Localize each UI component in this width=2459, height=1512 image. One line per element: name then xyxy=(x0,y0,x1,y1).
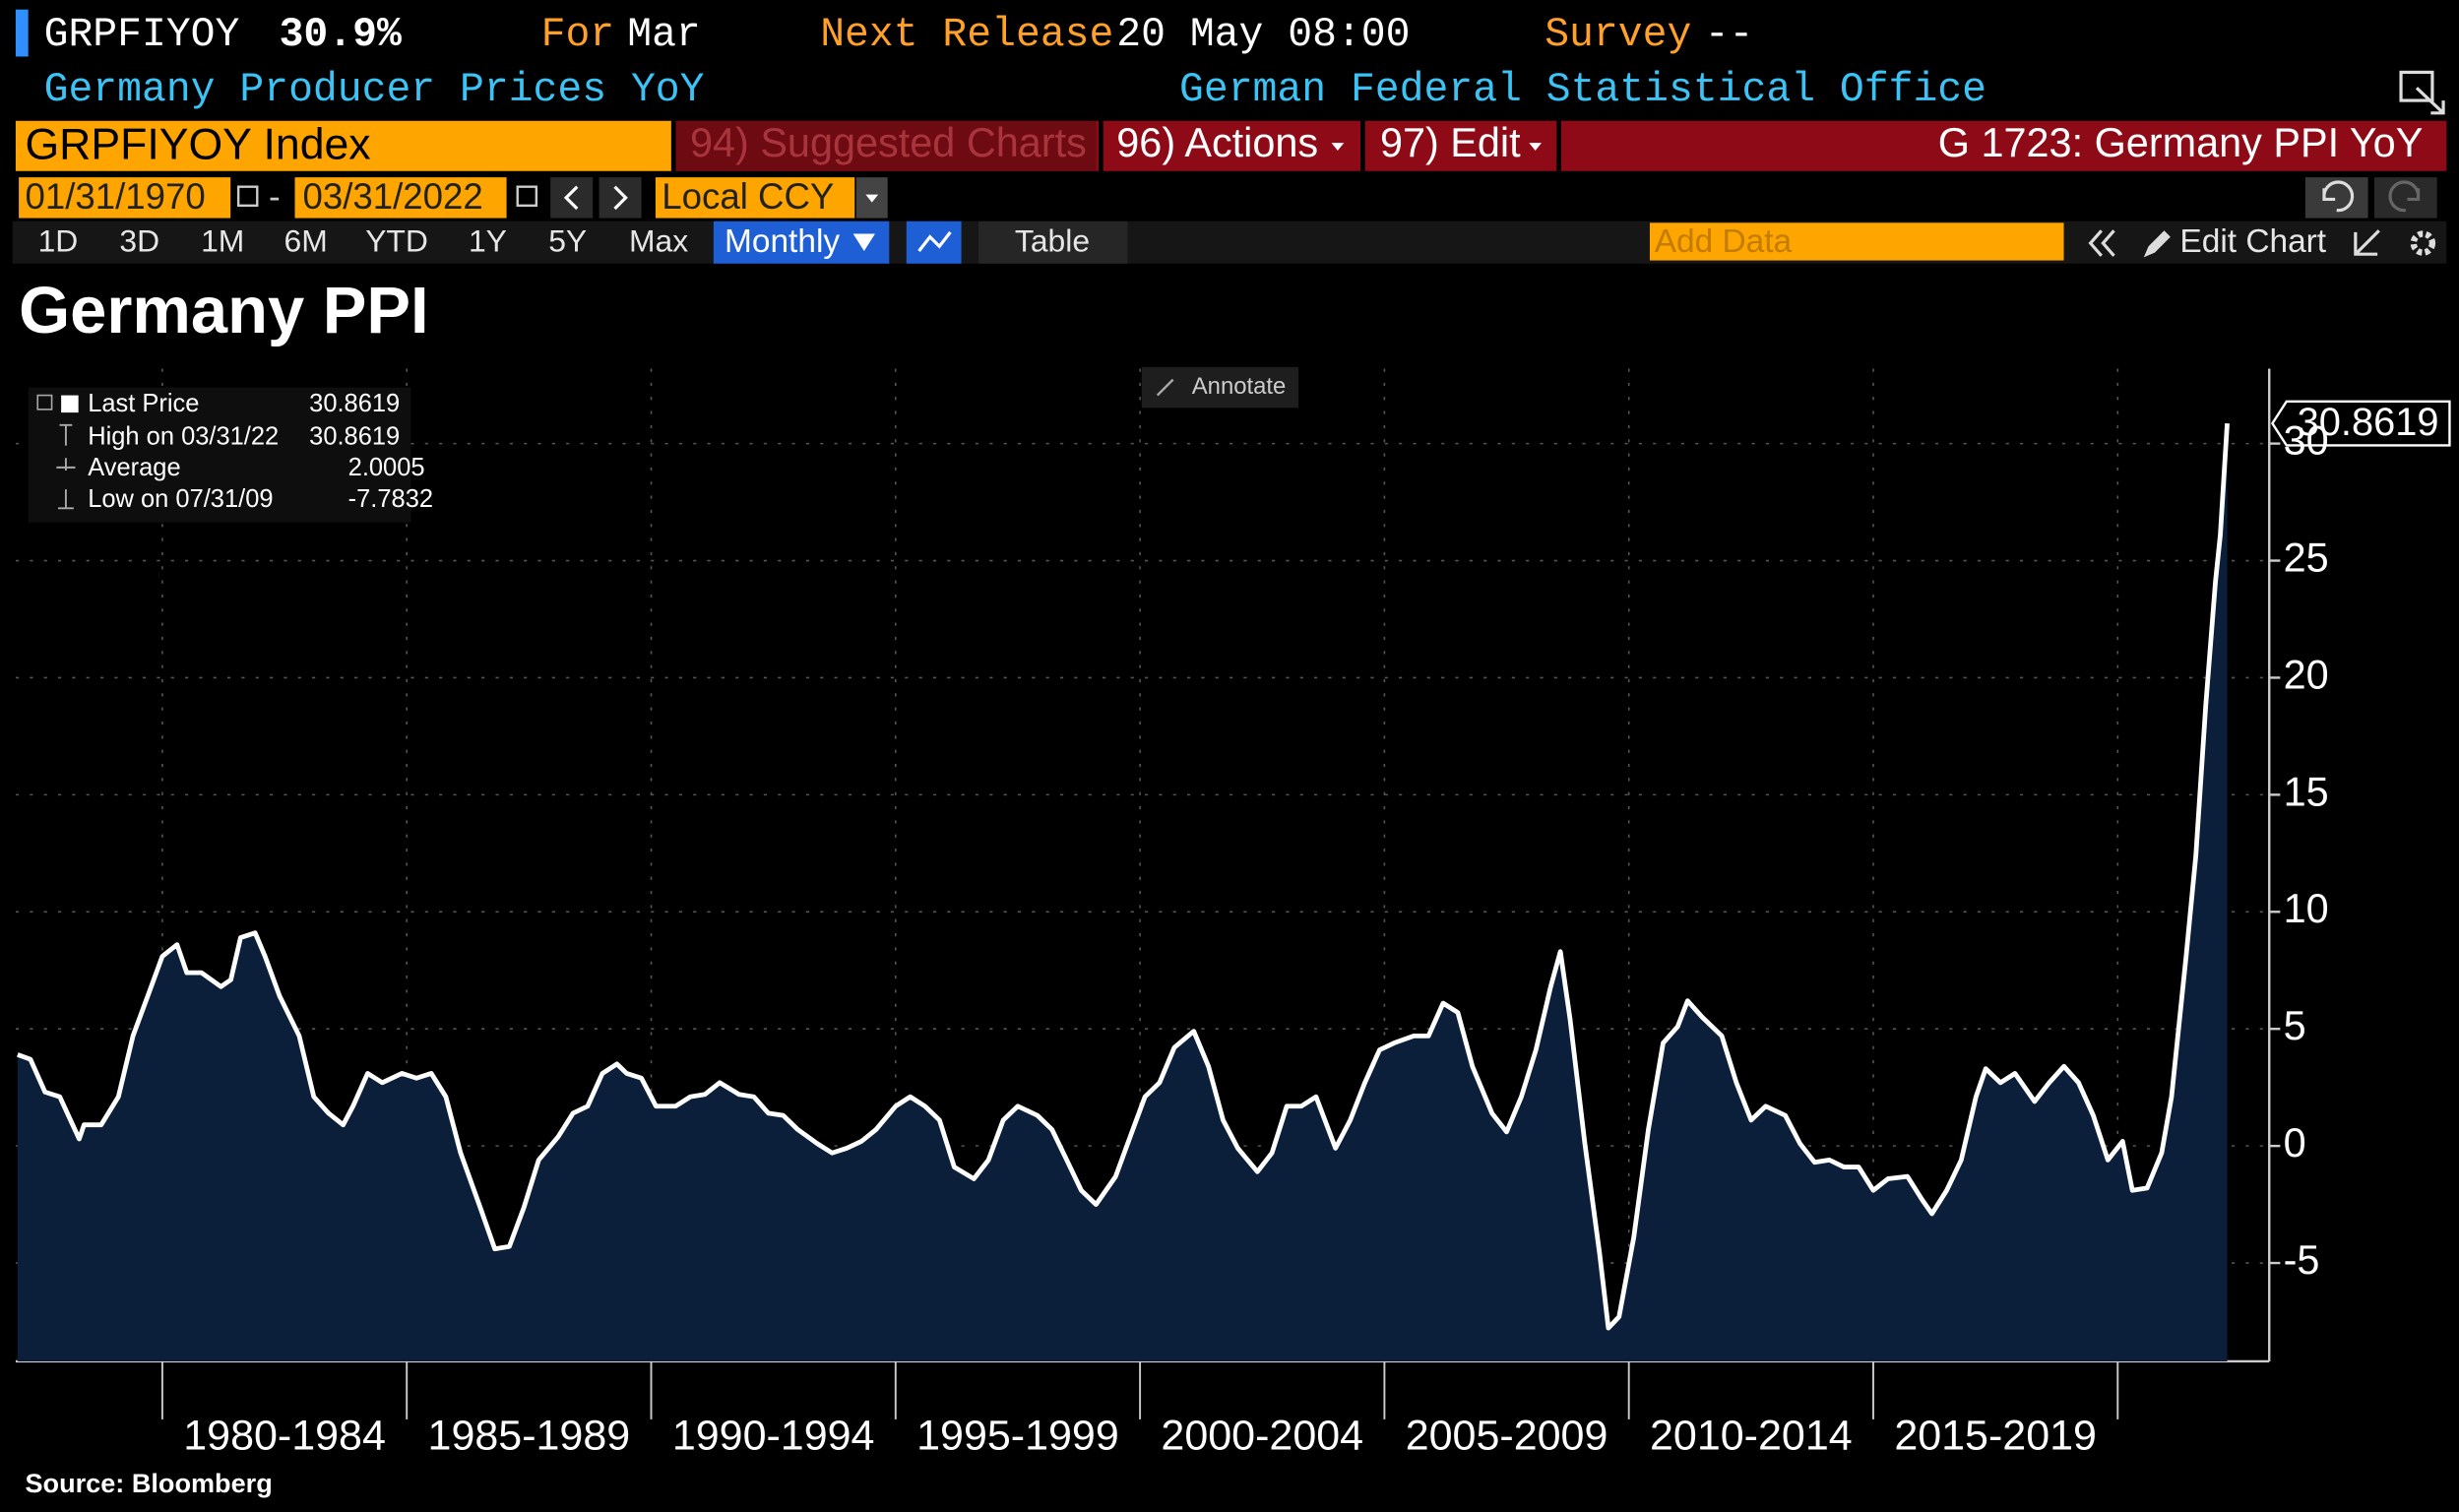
annotate-button[interactable] xyxy=(1141,366,1299,409)
legend-stat-label: High on 03/31/22 xyxy=(88,422,279,450)
actions-menu[interactable]: 96) Actions xyxy=(1116,120,1318,165)
dropdown-arrow xyxy=(865,194,879,203)
y-tick-label: 0 xyxy=(2284,1120,2306,1166)
legend-collapse[interactable] xyxy=(36,394,53,410)
currency[interactable]: Local CCY xyxy=(662,176,834,217)
period-tab[interactable]: Max xyxy=(629,222,688,258)
x-tick-label: 1990-1994 xyxy=(672,1412,875,1459)
period-tab[interactable]: 1Y xyxy=(469,222,507,258)
end-date[interactable]: 03/31/2022 xyxy=(302,176,482,217)
dropdown-arrow xyxy=(1331,143,1345,152)
legend-stat-label: Low on 07/31/09 xyxy=(88,485,273,513)
legend-icons xyxy=(56,423,76,510)
security[interactable]: GRPFIYOY Index xyxy=(25,121,370,169)
calendar-icon[interactable] xyxy=(516,185,538,208)
annotate-icon xyxy=(1156,378,1174,397)
legend-value: 30.8619 xyxy=(309,390,400,417)
security-box[interactable] xyxy=(15,120,671,171)
legend-stat-value: 30.8619 xyxy=(309,422,400,450)
period-tab[interactable]: 3D xyxy=(119,222,159,258)
period-tab[interactable]: 1D xyxy=(38,222,79,258)
next-release-value: 20 May 08:00 xyxy=(1116,13,1410,58)
ticker-marker xyxy=(15,9,29,57)
for-value: Mar xyxy=(627,13,701,58)
legend-swatch xyxy=(61,395,79,413)
edit-icon[interactable] xyxy=(2354,229,2380,256)
source-name: German Federal Statistical Office xyxy=(1179,68,1986,113)
next-button[interactable] xyxy=(599,177,642,219)
description: Germany Producer Prices YoY xyxy=(44,68,705,113)
period-tab[interactable]: 1M xyxy=(201,222,244,258)
currency-box[interactable] xyxy=(655,177,855,219)
add-data-box[interactable] xyxy=(1649,222,2064,261)
last-value-box xyxy=(2270,400,2451,447)
edit-chart[interactable]: Edit Chart xyxy=(2179,223,2326,260)
last-change: 30.9% xyxy=(280,13,402,58)
table[interactable]: Table xyxy=(1015,222,1090,258)
ticker: GRPFIYOY xyxy=(44,13,240,58)
redo-icon xyxy=(2388,180,2421,213)
legend: Last Price 30.8619 High on 03/31/22 30.8619… xyxy=(28,387,433,523)
x-tick-label: 2000-2004 xyxy=(1161,1412,1363,1459)
start-date-box[interactable] xyxy=(19,177,231,219)
calendar-icon[interactable] xyxy=(236,185,259,208)
x-tick-label: 1980-1984 xyxy=(183,1412,386,1459)
frequency[interactable]: Monthly xyxy=(725,223,840,260)
legend-stat-value: 2.0005 xyxy=(348,454,425,481)
next-release-label: Next Release xyxy=(820,13,1113,58)
annotate[interactable]: Annotate xyxy=(1192,373,1287,400)
end-date-box[interactable] xyxy=(294,177,507,219)
collapse-icon[interactable] xyxy=(2088,229,2115,257)
legend-box xyxy=(28,387,411,523)
x-tick-label: 2005-2009 xyxy=(1406,1412,1608,1459)
chart-type-icon xyxy=(917,230,952,252)
prev-arrow xyxy=(563,185,579,211)
area xyxy=(17,423,2228,1361)
legend-stat-label: Average xyxy=(88,454,180,481)
y-tick-label: 15 xyxy=(2284,769,2329,814)
pencil-icon xyxy=(2143,230,2171,258)
y-tick-label: 10 xyxy=(2284,886,2329,931)
suggested-box[interactable] xyxy=(675,120,1097,171)
period-tab[interactable]: YTD xyxy=(365,222,428,258)
chart-id: G 1723: Germany PPI YoY xyxy=(1938,120,2424,165)
y-tick-label: -5 xyxy=(2284,1237,2320,1283)
survey-label: Survey xyxy=(1545,13,1691,58)
x-tick-label: 1985-1989 xyxy=(428,1412,631,1459)
y-tick-label: 20 xyxy=(2284,652,2329,697)
last-value-label: 30.8619 xyxy=(2298,401,2439,444)
chart-title: Germany PPI xyxy=(19,274,429,347)
next-arrow xyxy=(613,185,628,211)
period-tab[interactable]: 6M xyxy=(284,222,328,258)
y-tick-label: 25 xyxy=(2284,535,2329,580)
period-tab[interactable]: 5Y xyxy=(548,222,587,258)
x-tick-label: 2015-2019 xyxy=(1894,1412,2097,1459)
legend-stat-value: -7.7832 xyxy=(348,485,433,513)
add-data[interactable]: Add Data xyxy=(1655,223,1793,260)
period-tabs: 1D 3D 1M 6M YTD 1Y 5Y Max xyxy=(38,222,689,258)
undo-icon xyxy=(2322,180,2355,213)
y-tick-label: 30 xyxy=(2284,418,2329,464)
line xyxy=(17,422,2230,1331)
survey-value: -- xyxy=(1705,13,1754,58)
dropdown-arrow xyxy=(852,233,875,252)
plot: 30.8619 -5 0 5 10 15 20 25 30 1980-1984 1985-1989 1… xyxy=(15,368,2451,1459)
popout-icon[interactable] xyxy=(2399,70,2445,115)
x-tick-label: 2010-2014 xyxy=(1650,1412,1853,1459)
for-label: For xyxy=(541,13,615,58)
suggested-charts[interactable]: 94) Suggested Charts xyxy=(690,120,1087,165)
y-tick-label: 5 xyxy=(2284,1003,2306,1048)
settings-icon[interactable] xyxy=(2410,230,2436,256)
legend-label: Last Price xyxy=(88,390,199,417)
prev-button[interactable] xyxy=(550,177,594,219)
dropdown-arrow xyxy=(1529,143,1543,152)
table-button[interactable] xyxy=(978,220,1128,264)
date-separator: - xyxy=(269,178,281,217)
x-tick-label: 1995-1999 xyxy=(916,1412,1119,1459)
edit-menu[interactable]: 97) Edit xyxy=(1380,120,1521,165)
start-date[interactable]: 01/31/1970 xyxy=(25,176,205,217)
source: Source: Bloomberg xyxy=(25,1468,272,1498)
